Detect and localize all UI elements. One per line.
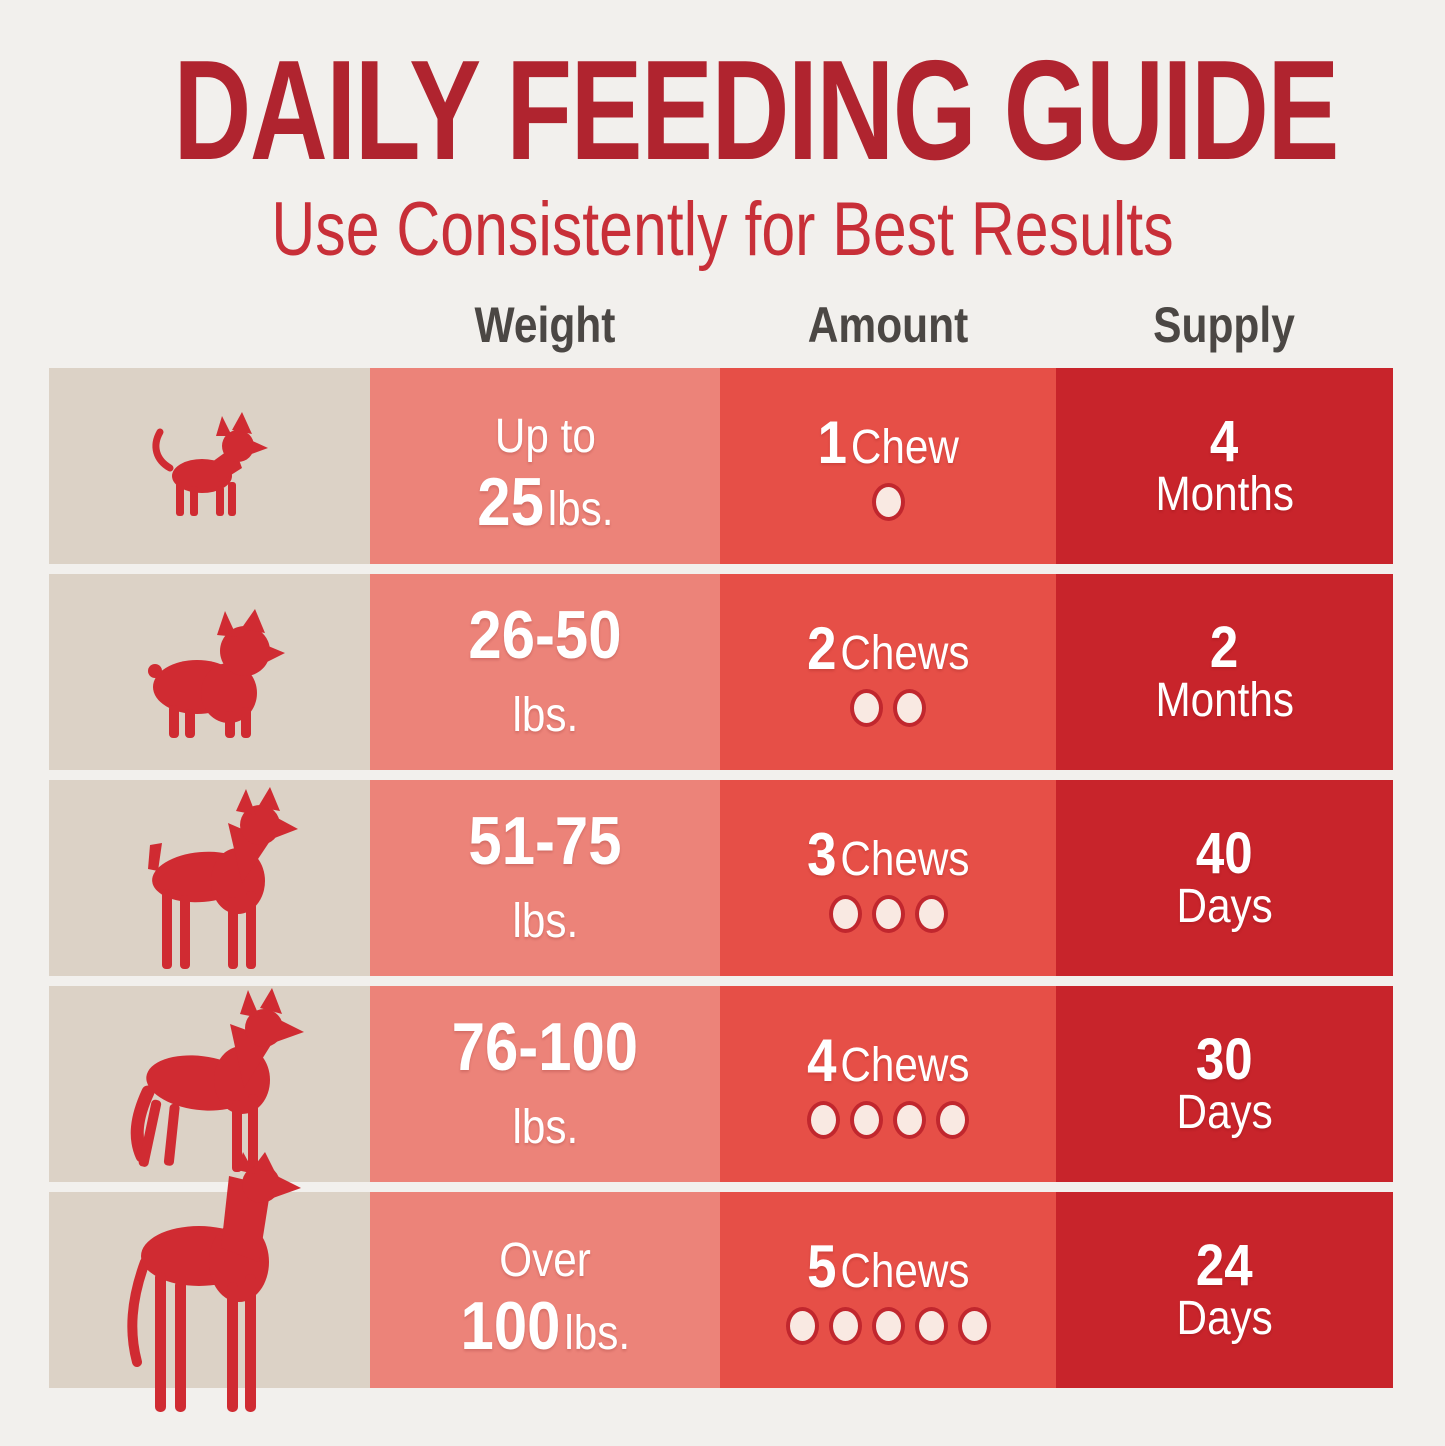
weight-cell: Up to 25 lbs. xyxy=(370,368,720,564)
weight-text-line2: 25 lbs. xyxy=(476,464,614,540)
weight-text-line1: Up to xyxy=(494,409,596,463)
weight-text-line1: 51-75 xyxy=(468,802,622,879)
chew-dot xyxy=(957,1307,991,1346)
weight-cell: 51-75 lbs. xyxy=(370,780,720,976)
chew-dot xyxy=(871,895,905,934)
chew-dot xyxy=(914,895,948,934)
supply-unit: Days xyxy=(1176,1086,1273,1140)
chew-dots xyxy=(850,689,926,728)
chew-dots xyxy=(871,483,905,522)
dog-cell xyxy=(49,986,370,1182)
chew-dot xyxy=(850,689,883,728)
table-row: 51-75 lbs. 3 Chews 40 Days xyxy=(49,780,1393,976)
page-subtitle: Use Consistently for Best Results xyxy=(271,187,1174,272)
great-dane-wrapper xyxy=(87,1150,337,1422)
supply-unit: Days xyxy=(1176,1292,1273,1346)
table-row: 76-100 lbs. 4 Chews 30 Days xyxy=(49,986,1393,1182)
weight-cell: 76-100 lbs. xyxy=(370,986,720,1182)
dog-cell xyxy=(49,574,370,770)
chew-dots xyxy=(785,1307,991,1346)
chew-dots xyxy=(807,1101,969,1140)
great-dane-icon xyxy=(127,1152,301,1412)
german-shepherd-icon xyxy=(130,988,304,1172)
table-row: Up to 25 lbs. 1 Chew 4 Months xyxy=(49,368,1393,564)
amount-cell: 3 Chews xyxy=(720,780,1056,976)
chew-dot xyxy=(936,1101,969,1140)
amount-text: 5 Chews xyxy=(806,1232,970,1300)
table-row: Over 100 lbs. 5 Chews 24 Days xyxy=(49,1152,1393,1412)
weight-cell: 26-50 lbs. xyxy=(370,574,720,770)
dog-cell xyxy=(49,780,370,976)
dog-cell xyxy=(49,1152,370,1412)
weight-text-line2: lbs. xyxy=(512,689,578,742)
chew-dot xyxy=(893,1101,926,1140)
amount-text: 2 Chews xyxy=(806,614,970,682)
supply-number: 30 xyxy=(1196,1026,1253,1092)
weight-text-line1: Over xyxy=(499,1233,591,1287)
chew-dot xyxy=(850,1101,883,1140)
supply-cell: 40 Days xyxy=(1056,780,1393,976)
supply-cell: 24 Days xyxy=(1056,1192,1393,1388)
column-header-weight: Weight xyxy=(474,297,616,353)
chew-dot xyxy=(914,1307,948,1346)
feeding-guide-table: Up to 25 lbs. 1 Chew 4 Months xyxy=(49,368,1393,1412)
dog-cell xyxy=(49,368,370,564)
chew-dot xyxy=(785,1307,819,1346)
supply-unit: Days xyxy=(1176,880,1273,934)
amount-cell: 2 Chews xyxy=(720,574,1056,770)
weight-text-line2: 100 lbs. xyxy=(460,1288,630,1364)
column-header-supply: Supply xyxy=(1153,297,1295,353)
weight-text-line2: lbs. xyxy=(512,1101,578,1154)
amount-text: 3 Chews xyxy=(806,820,970,888)
supply-number: 2 xyxy=(1210,614,1239,680)
chew-dot xyxy=(828,895,862,934)
chew-dot xyxy=(893,689,926,728)
weight-text-line1: 26-50 xyxy=(468,596,622,673)
weight-cell: Over 100 lbs. xyxy=(370,1192,720,1388)
boxer-icon xyxy=(147,787,298,969)
chew-dot xyxy=(828,1307,862,1346)
supply-cell: 4 Months xyxy=(1056,368,1393,564)
page-title: DAILY FEEDING GUIDE xyxy=(173,31,1339,190)
weight-text-line1: 76-100 xyxy=(451,1008,639,1085)
chew-dot xyxy=(871,1307,905,1346)
supply-cell: 2 Months xyxy=(1056,574,1393,770)
amount-cell: 1 Chew xyxy=(720,368,1056,564)
table-row: 26-50 lbs. 2 Chews 2 Months xyxy=(49,574,1393,770)
amount-text: 4 Chews xyxy=(806,1026,970,1094)
supply-unit: Months xyxy=(1155,468,1294,522)
amount-cell: 4 Chews xyxy=(720,986,1056,1182)
chew-dot xyxy=(807,1101,840,1140)
supply-number: 4 xyxy=(1210,408,1239,474)
supply-cell: 30 Days xyxy=(1056,986,1393,1182)
amount-text: 1 Chew xyxy=(817,408,959,476)
chihuahua-icon xyxy=(151,412,268,516)
french-bulldog-icon xyxy=(147,609,285,738)
amount-cell: 5 Chews xyxy=(720,1192,1056,1388)
supply-unit: Months xyxy=(1155,674,1294,728)
supply-number: 40 xyxy=(1196,820,1253,886)
chew-dots xyxy=(828,895,948,934)
supply-number: 24 xyxy=(1196,1232,1253,1298)
column-header-amount: Amount xyxy=(807,297,969,353)
weight-text-line2: lbs. xyxy=(512,895,578,948)
chew-dot xyxy=(871,483,905,522)
